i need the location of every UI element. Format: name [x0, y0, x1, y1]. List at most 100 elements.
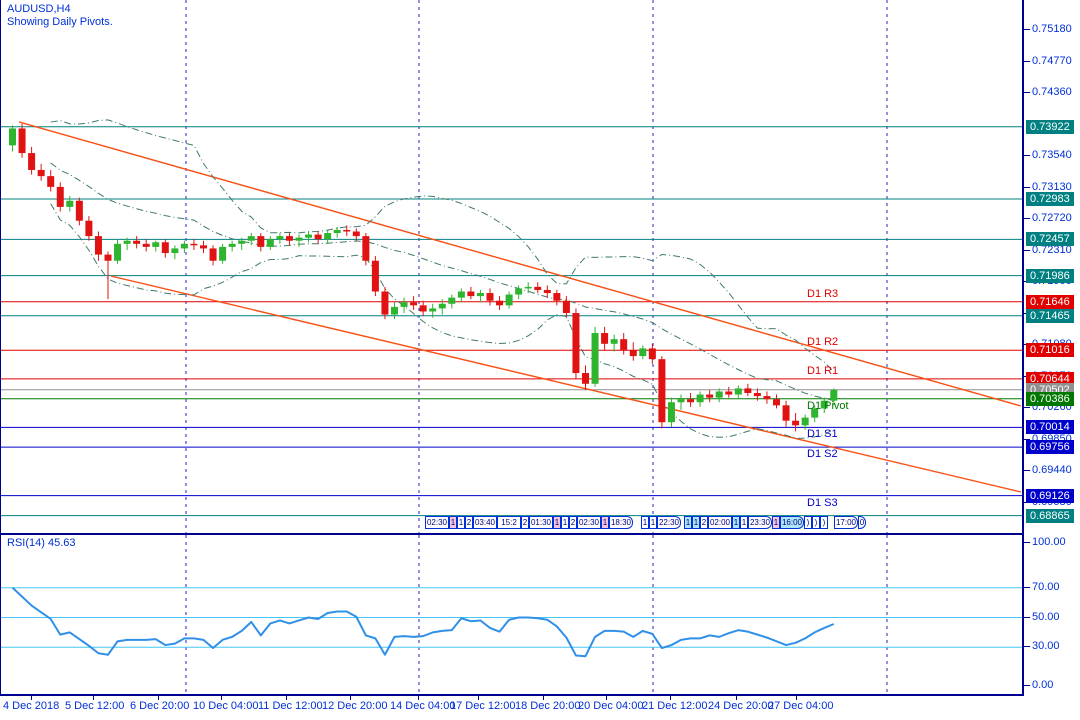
candle[interactable]	[715, 388, 723, 403]
candle[interactable]	[18, 123, 26, 158]
candle[interactable]	[553, 289, 561, 306]
candle[interactable]	[419, 300, 427, 317]
candle[interactable]	[219, 243, 227, 264]
candle[interactable]	[37, 163, 45, 181]
candle[interactable]	[104, 251, 112, 300]
candle[interactable]	[515, 285, 523, 300]
candle[interactable]	[782, 400, 790, 427]
candle[interactable]	[830, 388, 838, 406]
candle[interactable]	[763, 391, 771, 404]
candle[interactable]	[400, 297, 408, 314]
session-marker: 16:00	[780, 516, 804, 529]
candle[interactable]	[505, 291, 513, 309]
candle[interactable]	[811, 405, 819, 423]
candle[interactable]	[448, 294, 456, 309]
candle[interactable]	[534, 282, 542, 294]
candle[interactable]	[352, 228, 360, 241]
candle[interactable]	[667, 397, 675, 427]
candle[interactable]	[706, 389, 714, 403]
candle[interactable]	[75, 197, 83, 226]
candle[interactable]	[753, 388, 761, 401]
candle[interactable]	[610, 334, 618, 352]
candle[interactable]	[333, 226, 341, 238]
candle[interactable]	[209, 245, 217, 266]
candle[interactable]	[238, 237, 246, 250]
candle[interactable]	[56, 182, 64, 212]
trendline[interactable]	[110, 275, 1022, 493]
candle[interactable]	[247, 233, 255, 246]
candle[interactable]	[266, 236, 274, 250]
candle[interactable]	[362, 233, 370, 266]
candle[interactable]	[725, 386, 733, 398]
pivot-level-label: D1 R2	[807, 336, 839, 349]
candle[interactable]	[620, 333, 628, 355]
candle[interactable]	[371, 256, 379, 297]
candle[interactable]	[820, 397, 828, 414]
candle[interactable]	[658, 356, 666, 429]
candle[interactable]	[429, 303, 437, 318]
candle[interactable]	[343, 225, 351, 237]
price-level-box: 0.72457	[1026, 232, 1074, 247]
candle[interactable]	[324, 229, 332, 244]
candle[interactable]	[276, 233, 284, 244]
session-marker: 01:30	[529, 516, 553, 529]
candle[interactable]	[696, 391, 704, 407]
candle[interactable]	[773, 394, 780, 409]
candle[interactable]	[601, 326, 609, 350]
candle[interactable]	[486, 288, 494, 306]
trendline[interactable]	[18, 121, 1022, 407]
candle[interactable]	[496, 296, 504, 310]
candle[interactable]	[677, 394, 685, 410]
candle[interactable]	[200, 240, 207, 254]
candle[interactable]	[171, 245, 179, 260]
candle[interactable]	[591, 326, 599, 387]
price-chart-pane[interactable]: AUDUSD,H4 Showing Daily Pivots. D1 R3 D1 …	[0, 0, 1023, 535]
rsi-indicator-pane[interactable]: RSI(14) 45.63	[0, 535, 1023, 696]
candle[interactable]	[687, 393, 695, 407]
candle[interactable]	[648, 343, 656, 364]
candle[interactable]	[228, 240, 236, 252]
candle[interactable]	[152, 240, 160, 252]
time-tick-label: 14 Dec 04:00	[390, 700, 456, 712]
candle[interactable]	[94, 231, 102, 261]
candle[interactable]	[792, 413, 800, 432]
candle[interactable]	[142, 239, 150, 252]
candle[interactable]	[123, 237, 131, 250]
candle[interactable]	[543, 285, 551, 298]
candle[interactable]	[734, 385, 742, 400]
candle[interactable]	[85, 216, 93, 241]
candle[interactable]	[190, 239, 198, 250]
time-axis[interactable]: 4 Dec 2018 5 Dec 12:00 6 Dec 20:00 10 Dec 0…	[0, 696, 1080, 720]
candle[interactable]	[629, 342, 637, 361]
candle[interactable]	[524, 282, 532, 294]
candle[interactable]	[114, 239, 122, 264]
candle[interactable]	[314, 231, 322, 244]
price-axis[interactable]: 0.75180 0.74770 0.74360 0.73540 0.73130 0.727…	[1022, 0, 1080, 696]
candle[interactable]	[572, 308, 580, 380]
candle[interactable]	[476, 289, 484, 303]
candle[interactable]	[582, 365, 589, 390]
candle[interactable]	[47, 169, 55, 192]
candle[interactable]	[391, 302, 398, 320]
session-marker: 1	[641, 516, 649, 529]
session-marker: 02:30	[425, 516, 449, 529]
candle[interactable]	[28, 146, 36, 175]
candle[interactable]	[467, 286, 475, 300]
candle[interactable]	[9, 125, 16, 152]
candle[interactable]	[66, 196, 74, 212]
candle[interactable]	[381, 286, 389, 320]
candle[interactable]	[257, 233, 265, 252]
candle[interactable]	[562, 296, 570, 318]
candle[interactable]	[801, 414, 809, 430]
candle[interactable]	[161, 239, 169, 258]
candle[interactable]	[744, 383, 752, 397]
candle[interactable]	[410, 296, 418, 310]
candle[interactable]	[295, 234, 303, 247]
candle[interactable]	[180, 240, 188, 254]
candle[interactable]	[438, 299, 446, 315]
candle[interactable]	[639, 345, 647, 360]
candle[interactable]	[457, 288, 465, 303]
candle[interactable]	[305, 231, 313, 243]
candle[interactable]	[133, 236, 141, 249]
candle[interactable]	[285, 233, 293, 246]
